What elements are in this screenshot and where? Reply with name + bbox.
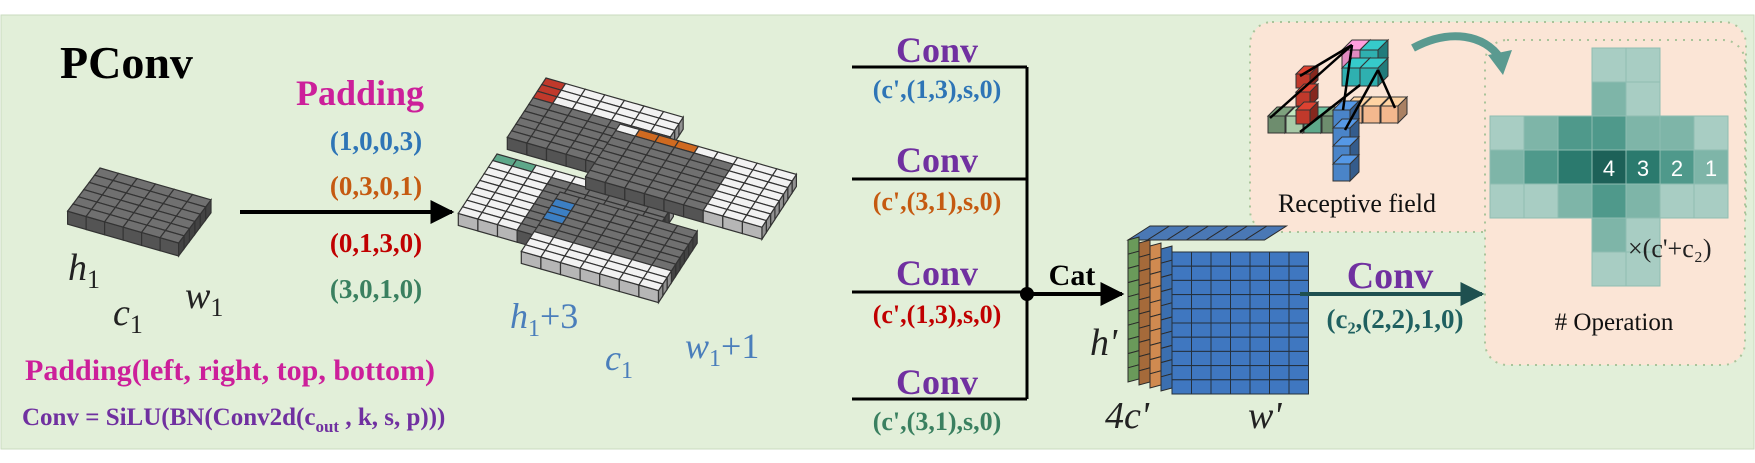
conv-definition: Conv = SiLU(BN(Conv2d(cout , k, s, p))) — [22, 404, 445, 436]
curved-arrow-head — [1488, 50, 1512, 75]
input-tensor — [66, 167, 213, 258]
input-w-label: w1 — [185, 275, 223, 322]
input-c-label: c1 — [113, 292, 143, 339]
padding-value-3: (0,1,3,0) — [330, 228, 422, 258]
padded-c-label: c1 — [605, 338, 633, 384]
output-c-label: 4c' — [1105, 395, 1150, 437]
operation-count-1: 1 — [1705, 156, 1717, 181]
operation-count-2: 2 — [1671, 156, 1683, 181]
operation-multiplier: ×(c'+c₂) — [1628, 234, 1711, 263]
output-w-label: w' — [1248, 395, 1282, 437]
padded-w-label: w1+1 — [685, 326, 759, 372]
final-conv-params: (c₂,(2,2),1,0) — [1326, 304, 1463, 334]
operation-count-3: 3 — [1637, 156, 1649, 181]
padding-definition: Padding(left, right, top, bottom) — [25, 354, 435, 387]
branch-3-params: (c',(1,3),s,0) — [873, 300, 1002, 329]
branch-1-label: Conv — [896, 30, 978, 70]
padding-label: Padding — [296, 73, 424, 113]
diagram-title: PConv — [60, 37, 193, 88]
conv-branches: Conv (c',(1,3),s,0) Conv (c',(3,1),s,0) … — [852, 30, 1034, 436]
curved-arrow — [1411, 32, 1504, 61]
receptive-field-sketch — [1266, 38, 1409, 183]
padded-tensors — [457, 77, 798, 305]
output-tensor — [1126, 225, 1309, 395]
final-conv-label: Conv — [1347, 255, 1434, 297]
padded-h-label: h1+3 — [510, 296, 578, 342]
branch-2-label: Conv — [896, 140, 978, 180]
branch-2-params: (c',(3,1),s,0) — [873, 187, 1002, 216]
padding-value-4: (3,0,1,0) — [330, 274, 422, 304]
padding-value-2: (0,3,0,1) — [330, 171, 422, 201]
receptive-field-label: Receptive field — [1278, 189, 1436, 218]
output-h-label: h' — [1090, 322, 1118, 364]
operation-label: # Operation — [1555, 309, 1674, 336]
cat-label: Cat — [1049, 259, 1096, 292]
branch-3-label: Conv — [896, 253, 978, 293]
branch-4-params: (c',(3,1),s,0) — [873, 407, 1002, 436]
branch-1-params: (c',(1,3),s,0) — [873, 75, 1002, 104]
padding-value-1: (1,0,0,3) — [330, 126, 422, 156]
input-h-label: h1 — [68, 247, 100, 294]
operation-count-4: 4 — [1603, 156, 1615, 181]
branch-4-label: Conv — [896, 362, 978, 402]
